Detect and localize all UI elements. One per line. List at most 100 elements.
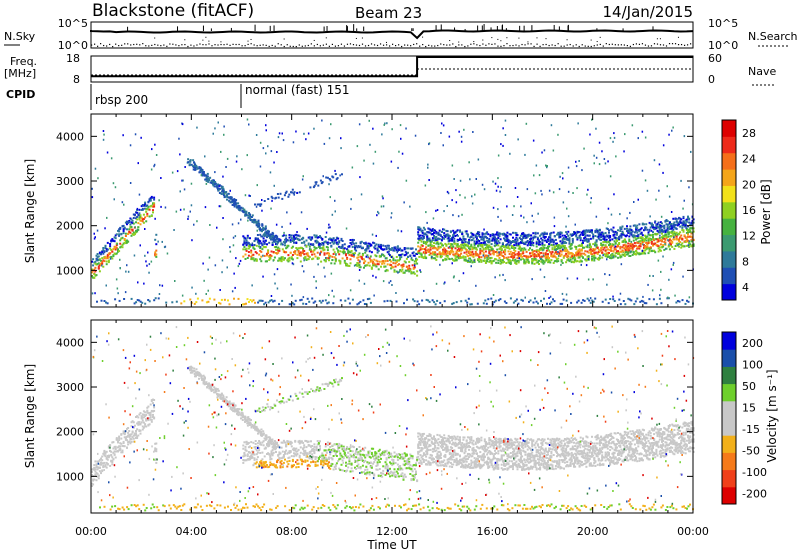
echo-cell bbox=[566, 233, 569, 236]
echo-cell bbox=[495, 239, 498, 242]
echo-cell bbox=[277, 239, 280, 241]
echo-cell bbox=[638, 252, 641, 255]
echo-cell bbox=[456, 253, 459, 256]
echo-cell bbox=[471, 234, 474, 237]
echo-cell bbox=[526, 188, 529, 191]
colorbar-swatch bbox=[722, 283, 736, 301]
echo-cell bbox=[333, 262, 336, 265]
echo-cell bbox=[591, 230, 593, 233]
echo-cell bbox=[314, 240, 317, 243]
echo-cell bbox=[489, 257, 492, 259]
echo-cell bbox=[436, 299, 439, 302]
echo-cell bbox=[372, 127, 374, 130]
echo-cell bbox=[556, 244, 558, 247]
echo-cell bbox=[175, 300, 178, 303]
echo-cell bbox=[175, 507, 178, 510]
echo-cell bbox=[315, 286, 317, 289]
echo-cell bbox=[372, 264, 375, 266]
echo-cell bbox=[687, 244, 690, 247]
echo-cell bbox=[516, 259, 519, 262]
echo-cell bbox=[604, 232, 607, 234]
echo-cell bbox=[113, 246, 116, 249]
echo-cell bbox=[252, 253, 255, 256]
echo-cell bbox=[451, 164, 454, 167]
nsearch-dot bbox=[602, 45, 604, 47]
echo-cell bbox=[320, 243, 323, 246]
echo-cell bbox=[149, 197, 152, 200]
echo-cell bbox=[653, 243, 656, 246]
nsearch-dot bbox=[280, 44, 282, 46]
echo-cell bbox=[498, 235, 501, 238]
echo-cell bbox=[618, 298, 621, 301]
nsearch-dot bbox=[461, 44, 463, 46]
echo-cell bbox=[313, 275, 315, 278]
echo-cell bbox=[136, 211, 139, 214]
echo-cell bbox=[482, 237, 485, 240]
echo-cell bbox=[567, 190, 570, 193]
echo-cell bbox=[559, 240, 562, 243]
echo-cell bbox=[510, 245, 513, 248]
echo-cell bbox=[257, 219, 260, 222]
echo-cell bbox=[144, 203, 147, 206]
echo-cell bbox=[235, 160, 238, 163]
echo-cell bbox=[332, 504, 335, 506]
echo-cell bbox=[258, 299, 261, 302]
echo-cell bbox=[353, 254, 355, 256]
echo-cell bbox=[310, 248, 312, 251]
echo-cell bbox=[652, 298, 655, 301]
echo-cell bbox=[217, 189, 220, 192]
echo-cell bbox=[484, 232, 487, 235]
echo-cell bbox=[251, 220, 254, 223]
echo-cell bbox=[466, 261, 469, 263]
echo-cell bbox=[389, 264, 391, 267]
echo-cell bbox=[256, 241, 259, 244]
echo-cell bbox=[643, 251, 645, 254]
nsearch-dot bbox=[193, 45, 195, 47]
echo-cell bbox=[610, 245, 613, 248]
echo-cell bbox=[412, 251, 415, 254]
echo-cell bbox=[499, 232, 502, 235]
echo-cell bbox=[543, 239, 546, 242]
echo-cell bbox=[247, 245, 250, 248]
echo-cell bbox=[321, 238, 324, 241]
echo-cell bbox=[692, 221, 695, 224]
echo-cell bbox=[461, 243, 464, 246]
echo-cell bbox=[306, 253, 309, 256]
echo-cell bbox=[93, 276, 96, 279]
echo-cell bbox=[665, 233, 668, 236]
echo-cell bbox=[504, 239, 507, 242]
echo-cell bbox=[382, 253, 385, 256]
echo-cell bbox=[152, 209, 154, 212]
echo-cell bbox=[598, 232, 601, 235]
nsearch-dot bbox=[572, 45, 574, 47]
echo-cell bbox=[562, 256, 565, 259]
echo-cell bbox=[517, 138, 519, 141]
echo-cell bbox=[296, 191, 298, 194]
echo-cell bbox=[351, 298, 354, 301]
echo-cell bbox=[436, 507, 439, 510]
echo-cell bbox=[658, 228, 661, 230]
echo-cell bbox=[221, 190, 224, 193]
echo-cell bbox=[373, 242, 376, 245]
nsky-panel: N.Sky 10^5 10^0 N.Search 10^5 10^0 bbox=[4, 17, 798, 52]
echo-cell bbox=[636, 247, 639, 250]
nsearch-dot bbox=[500, 45, 502, 47]
echo-cell bbox=[403, 201, 405, 204]
echo-cell bbox=[265, 232, 268, 235]
nsearch-dot bbox=[103, 44, 105, 47]
echo-cell bbox=[323, 505, 326, 507]
echo-cell bbox=[345, 227, 348, 230]
echo-cell bbox=[552, 191, 555, 194]
echo-cell bbox=[608, 244, 610, 247]
nsearch-dot bbox=[229, 44, 231, 46]
echo-cell bbox=[471, 246, 474, 249]
echo-cell bbox=[451, 262, 453, 265]
echo-cell bbox=[377, 250, 380, 252]
echo-cell bbox=[636, 231, 639, 234]
echo-cell bbox=[448, 235, 451, 237]
echo-cell bbox=[373, 258, 376, 261]
echo-cell bbox=[402, 263, 405, 266]
echo-cell bbox=[447, 239, 450, 242]
echo-cell bbox=[152, 211, 154, 214]
